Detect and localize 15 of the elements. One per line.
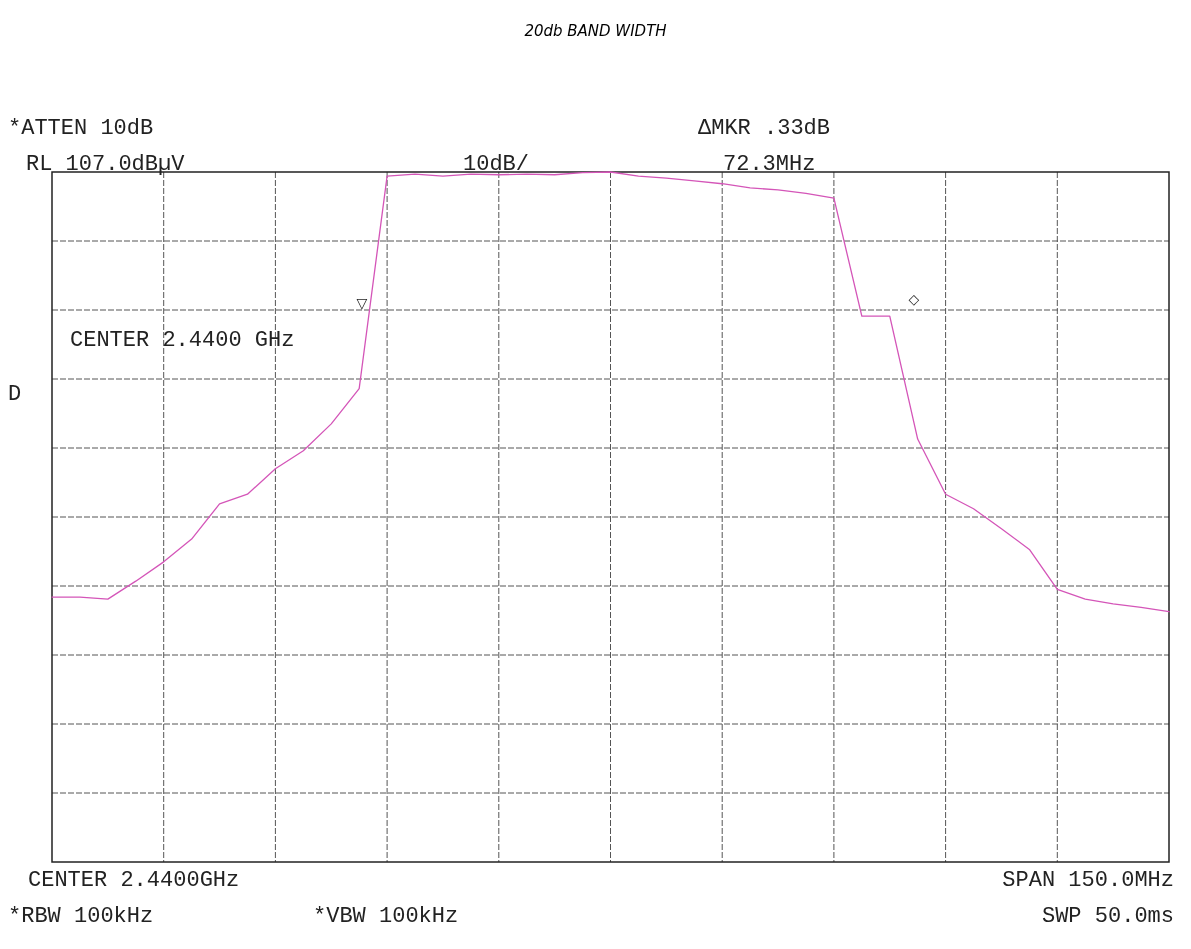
annotation: RL 107.0dBµV bbox=[26, 152, 186, 177]
annotation: ▽ bbox=[356, 295, 368, 311]
text: SPAN 150.0MHz bbox=[1002, 868, 1174, 893]
chart-title: 20db BAND WIDTH bbox=[524, 22, 667, 40]
text: SWP 50.0ms bbox=[1041, 904, 1174, 929]
text: ΔMKR .33dB bbox=[698, 116, 831, 141]
text: *ATTEN 10dB bbox=[8, 116, 154, 141]
annotation: 10dB/ bbox=[463, 152, 530, 177]
text: CENTER 2.4400GHz bbox=[28, 868, 240, 893]
annotation: ◇ bbox=[908, 291, 920, 307]
text: *RBW 100kHz bbox=[8, 904, 154, 929]
annotation: CENTER 2.4400 GHz bbox=[70, 328, 295, 353]
annotation: 72.3MHz bbox=[723, 152, 816, 177]
text: *VBW 100kHz bbox=[313, 904, 459, 929]
text: D bbox=[8, 382, 22, 407]
